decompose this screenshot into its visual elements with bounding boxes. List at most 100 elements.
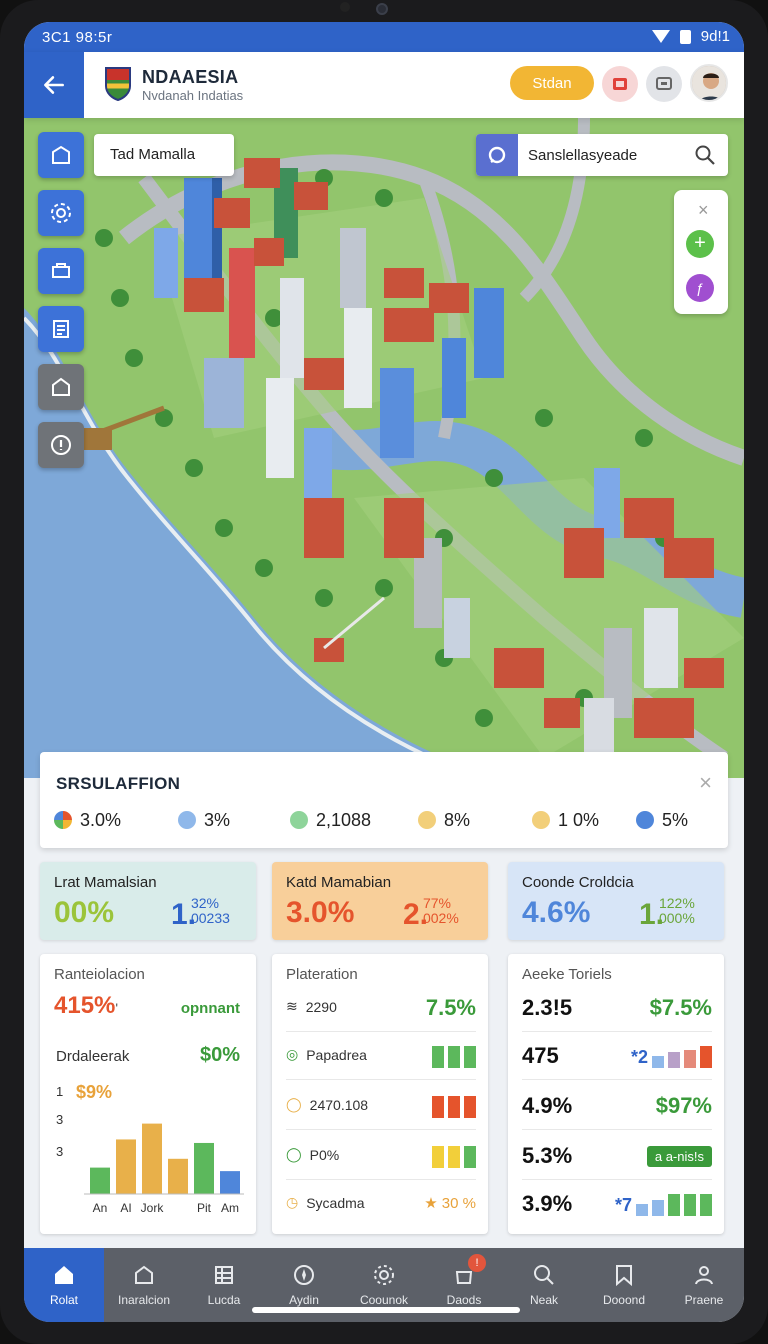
list-item[interactable]: ◷ Sycadma ★ 30 % — [286, 1180, 476, 1228]
stat-card[interactable]: Lrat Mamalsian 00% 1. 32% 00233 — [40, 862, 256, 940]
nav-rolat[interactable]: Rolat — [24, 1248, 104, 1322]
chart-axis-label: 3 — [56, 1144, 64, 1159]
stat-small: 1. 32% 00233 — [171, 896, 230, 932]
list-item[interactable]: ≋ 2290 7.5% — [286, 984, 476, 1032]
status-bar: 3C1 98:5r 9d!1 — [24, 22, 744, 52]
list-item[interactable]: 2.3!5 $7.5% — [522, 984, 712, 1032]
panel-row-label: Drdaleerak — [56, 1048, 130, 1065]
record-button[interactable] — [602, 66, 638, 102]
dot-icon — [178, 811, 196, 829]
list-item[interactable]: ◯ P0% — [286, 1132, 476, 1180]
tool-home-button[interactable] — [38, 132, 84, 178]
chat-icon[interactable] — [476, 134, 518, 176]
stack-icon: ≋ — [286, 998, 298, 1014]
simulation-title: SRSULAFFION — [56, 774, 181, 793]
panel-row-value: $0% — [199, 1044, 240, 1066]
tool-info-button[interactable] — [38, 422, 84, 468]
close-icon[interactable]: × — [699, 770, 712, 795]
panel-title: Plateration — [286, 966, 358, 983]
row-label: Sycadma — [306, 1194, 365, 1211]
sim-item: 8% — [418, 806, 470, 834]
list-item[interactable]: ◯ 2470.108 — [286, 1082, 476, 1130]
chart-bar — [90, 1167, 110, 1194]
house-outline-icon — [52, 377, 70, 396]
chart-bar — [116, 1139, 136, 1194]
nav-label: Praene — [684, 1293, 724, 1307]
panel-note: opnnant — [180, 1000, 240, 1017]
nav-inaralcion[interactable]: Inaralcion — [104, 1248, 184, 1322]
sim-value: 8% — [444, 809, 471, 830]
tool-settings-button[interactable] — [38, 190, 84, 236]
row-value: $7.5% — [649, 995, 712, 1020]
app-logo-icon — [105, 67, 131, 102]
monitor-icon — [656, 77, 672, 90]
search-input[interactable] — [528, 144, 688, 166]
list-item[interactable]: 475 *2 — [522, 1032, 712, 1080]
tray-icon — [52, 263, 70, 278]
tool-layers-button[interactable] — [38, 248, 84, 294]
dot-icon — [532, 811, 550, 829]
chart-tick-label: Jork — [141, 1201, 165, 1215]
sim-item: 3% — [178, 806, 230, 834]
back-button[interactable] — [24, 52, 84, 118]
nav-coounok[interactable]: Coounok — [344, 1248, 424, 1322]
tool-house-button[interactable] — [38, 364, 84, 410]
app-subtitle: Nvdanah Indatias — [142, 88, 244, 103]
stat-sup-bottom: 002% — [422, 910, 459, 926]
nav-label: Daods — [446, 1293, 482, 1307]
nav-label: Coounok — [359, 1293, 409, 1307]
list-item[interactable]: 4.9% $97% — [522, 1082, 712, 1130]
tool-report-button[interactable] — [38, 306, 84, 352]
list-item[interactable]: 5.3% a a-nis!s — [522, 1132, 712, 1180]
battery-icon — [679, 29, 691, 44]
city-map[interactable] — [24, 118, 744, 778]
lightbulb-icon: ◯ — [286, 1096, 302, 1112]
sim-value: 5% — [662, 809, 689, 830]
stat-card[interactable]: Coonde Croldcia 4.6% 1. 122% 000% — [508, 862, 724, 940]
pin-button[interactable]: ƒ — [686, 274, 714, 302]
multicolor-dot-icon — [54, 811, 72, 829]
row-value: 7.5% — [425, 995, 476, 1020]
nav-lucda[interactable]: Lucda — [184, 1248, 264, 1322]
row-big: 5.3% — [522, 1143, 573, 1168]
map-search — [476, 134, 728, 176]
zoom-in-button[interactable]: + — [686, 230, 714, 258]
chart-axis-label: 3 — [56, 1112, 64, 1127]
building-icon — [52, 145, 70, 164]
nav-neak[interactable]: Neak — [504, 1248, 584, 1322]
sensor — [340, 2, 350, 12]
list-item[interactable]: ◎ Papadrea — [286, 1032, 476, 1080]
stat-big: 00% — [54, 896, 115, 929]
screen-button[interactable] — [646, 66, 682, 102]
close-icon[interactable]: × — [698, 200, 709, 220]
nav-daods[interactable]: ! Daods — [424, 1248, 504, 1322]
nav-dooond[interactable]: Dooond — [584, 1248, 664, 1322]
location-chip[interactable]: Tad Mamalla — [94, 134, 234, 176]
stat-card[interactable]: Katd Mamabian 3.0% 2. 77% 002% — [272, 862, 488, 940]
status-badge: a a-nis!s — [646, 1146, 712, 1167]
dot-icon — [418, 811, 436, 829]
sim-value: 3.0% — [80, 809, 122, 830]
row-label: 2470.108 — [309, 1096, 369, 1113]
user-icon — [695, 1266, 713, 1285]
start-button[interactable]: Stdan — [510, 66, 594, 100]
film-icon — [613, 78, 627, 90]
list-item[interactable]: 3.9% *7 — [522, 1180, 712, 1228]
stat-label: Lrat Mamalsian — [54, 874, 157, 891]
stat-small: 2. 77% 002% — [403, 896, 459, 932]
gear-icon — [374, 1265, 394, 1285]
nav-label: Aydin — [289, 1293, 319, 1307]
stat-sup-bottom: 000% — [658, 910, 695, 926]
nav-aydin[interactable]: Aydin — [264, 1248, 344, 1322]
row-value: *2 — [630, 1047, 648, 1067]
app-header: NDAAESIA Nvdanah Indatias Stdan — [24, 52, 744, 118]
map-controls: × + ƒ — [674, 190, 728, 314]
panel-value-text: 415% — [54, 992, 116, 1019]
row-value: *7 — [614, 1195, 632, 1215]
bookmark-icon — [616, 1265, 632, 1287]
nav-praene[interactable]: Praene — [664, 1248, 744, 1322]
avatar[interactable] — [690, 64, 728, 102]
row-value: ★ 30 % — [424, 1195, 476, 1212]
status-right-text: 9d!1 — [700, 28, 730, 45]
search-icon[interactable] — [694, 144, 716, 166]
